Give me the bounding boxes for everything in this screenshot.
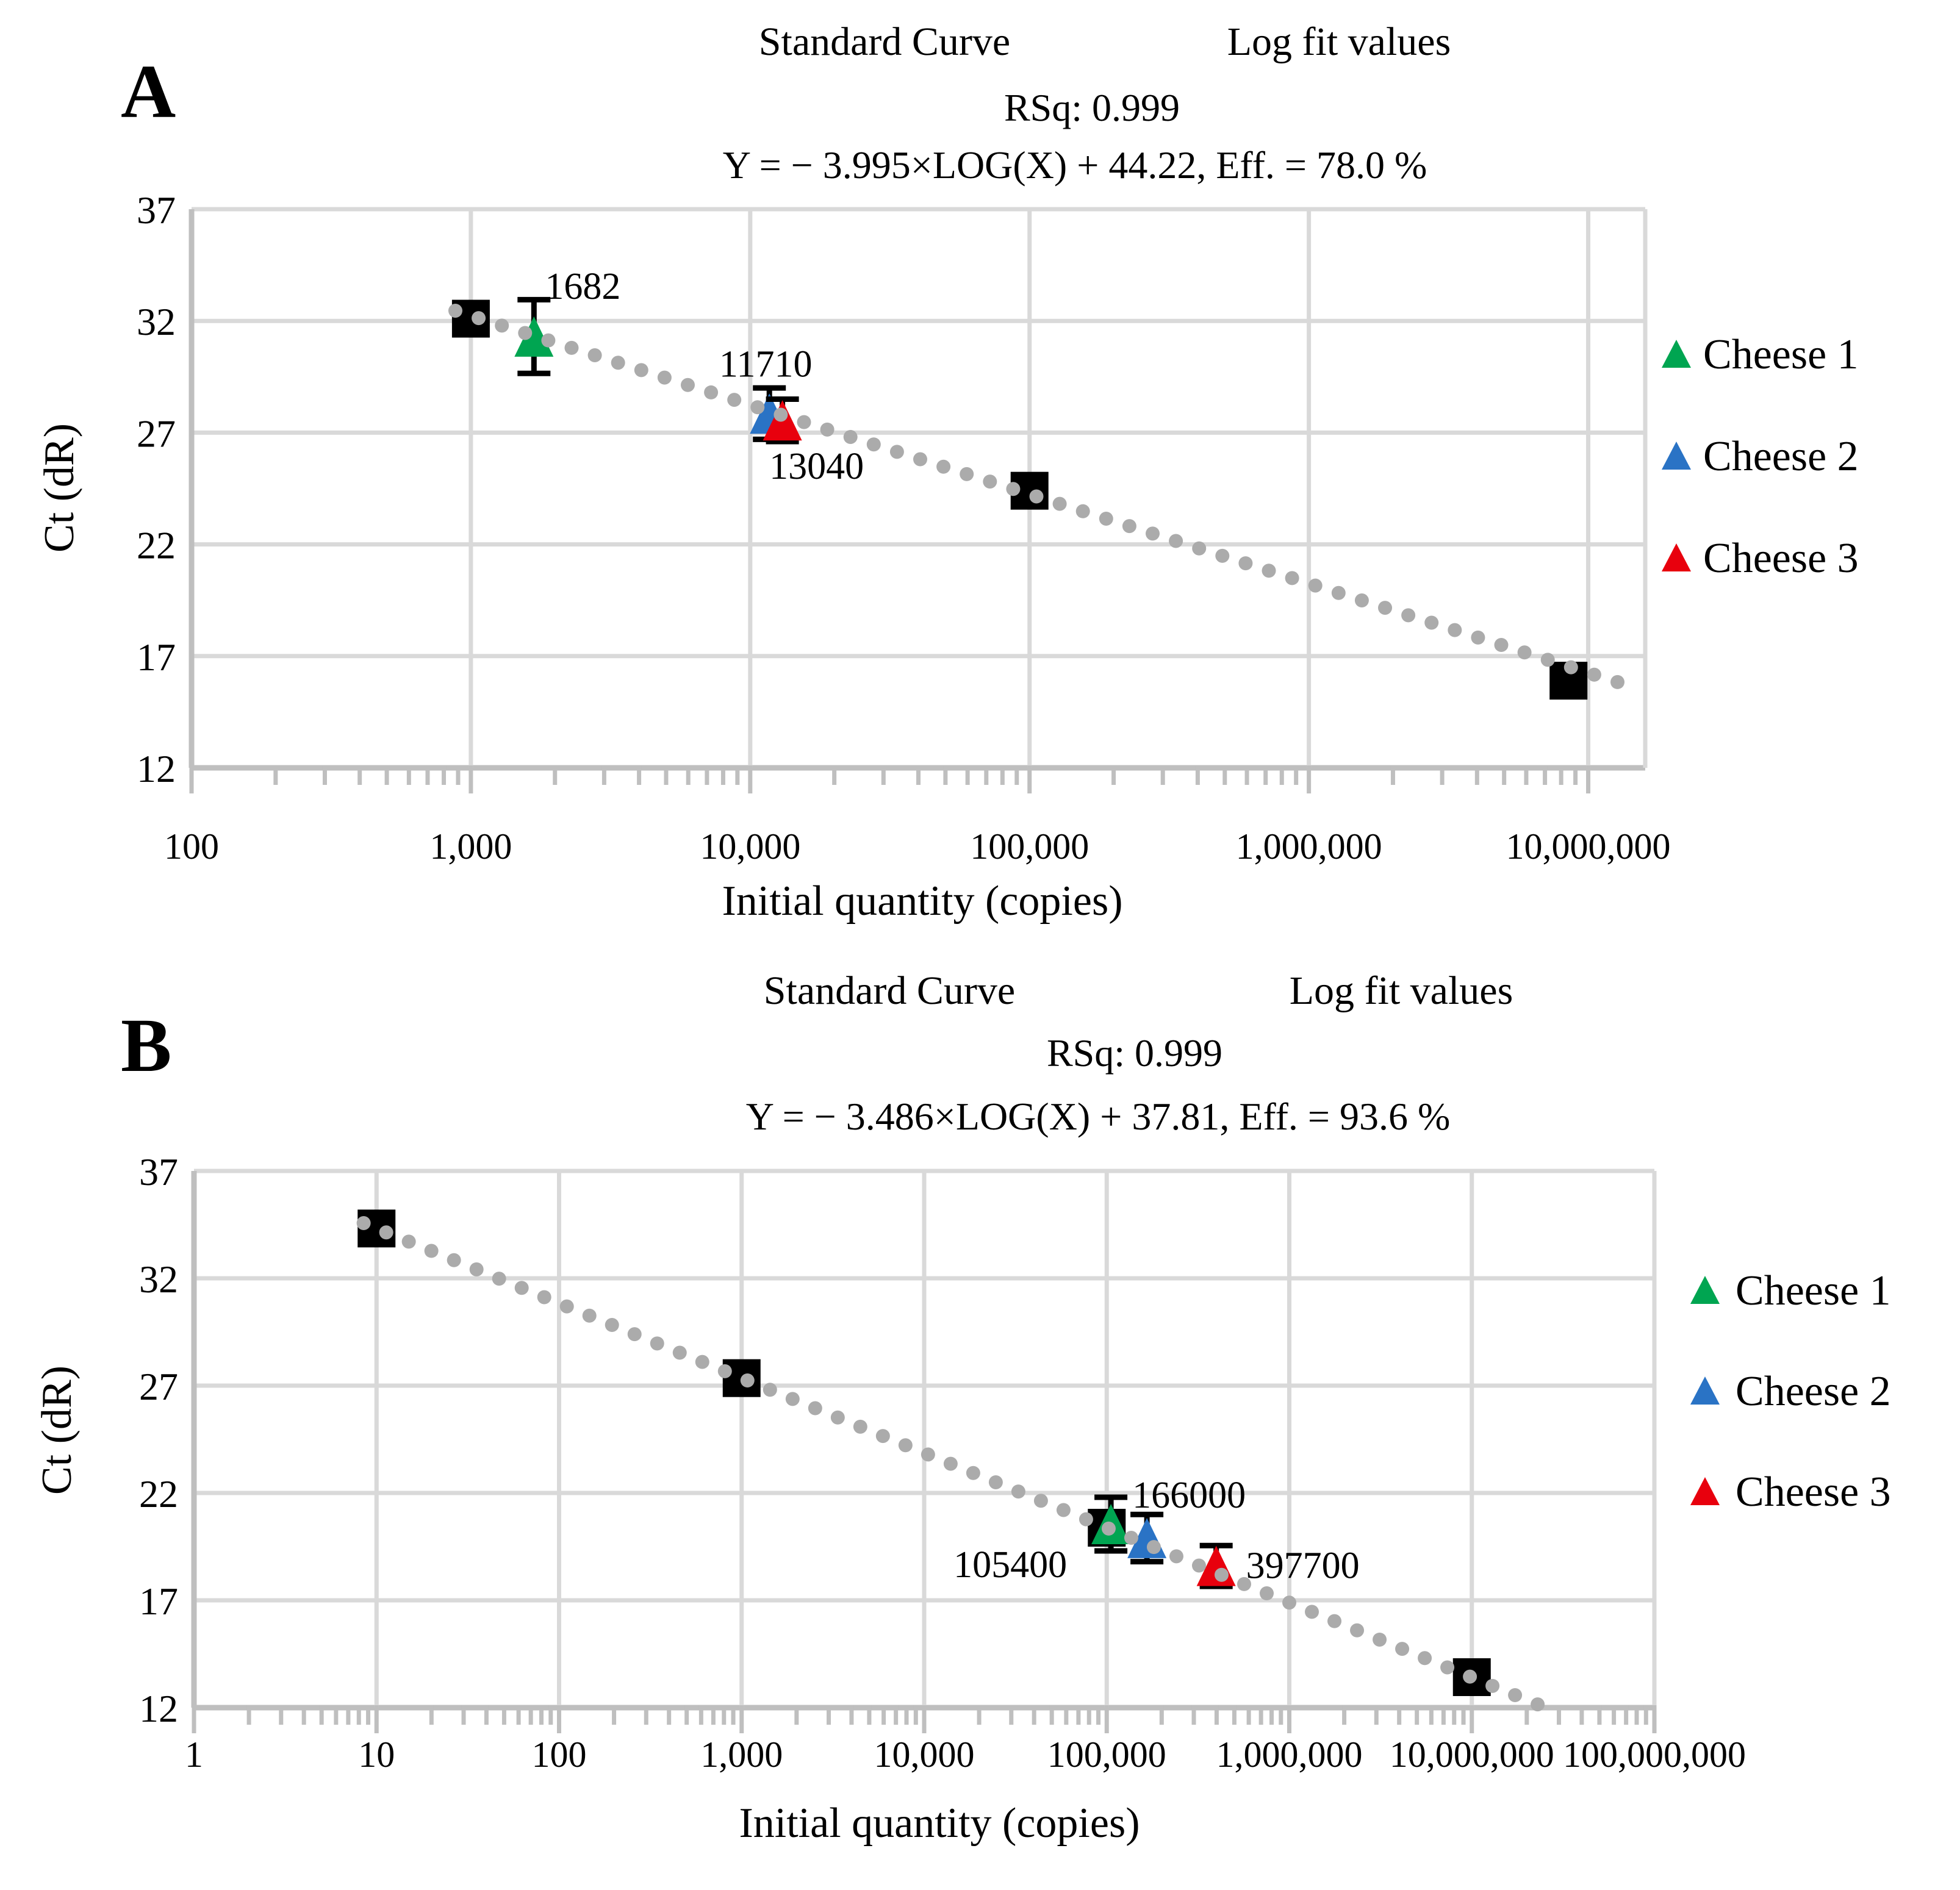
legend-item-label: Cheese 2 (1736, 1368, 1891, 1415)
y-axis-title: Ct (dR) (36, 423, 83, 553)
y-tick-label: 12 (139, 1687, 178, 1730)
x-tick-label: 100,000,000 (1563, 1734, 1746, 1775)
rsq-text: RSq: 0.999 (1004, 86, 1180, 129)
legend-swatch-cheese-3 (1690, 1477, 1720, 1505)
x-axis-title: Initial quantity (copies) (739, 1800, 1140, 1847)
sample-value-label: 397700 (1246, 1545, 1360, 1587)
legend-item-label: Cheese 3 (1736, 1469, 1891, 1516)
x-tick-label: 1,000,000 (1236, 826, 1382, 867)
chart-panel-a: 37 32 27 22 17 12 100 1,000 10,000 100,000 1,000,0… (36, 20, 1859, 925)
sample-value-label: 11710 (719, 343, 813, 385)
legend-item-label: Cheese 2 (1703, 433, 1859, 480)
x-tick-label: 100 (532, 1734, 587, 1775)
x-tick-label: 10,000 (874, 1734, 975, 1775)
sample-value-label: 13040 (769, 446, 864, 487)
x-tick-label: 1,000,000 (1216, 1734, 1363, 1775)
legend-swatch-cheese-3 (1662, 543, 1691, 571)
sample-value-label: 1682 (545, 266, 620, 307)
chart-title-right: Log fit values (1290, 968, 1513, 1013)
x-tick-label: 10,000,000 (1506, 826, 1671, 867)
equation-text: Y = − 3.995×LOG(X) + 44.22, Eff. = 78.0 … (723, 143, 1427, 187)
x-tick-label: 100,000 (1047, 1734, 1166, 1775)
y-tick-label: 27 (139, 1365, 178, 1408)
y-tick-label: 32 (139, 1258, 178, 1301)
x-tick-label: 1 (185, 1734, 203, 1775)
x-tick-label: 10,000 (700, 826, 800, 867)
x-tick-label: 1,000 (429, 826, 512, 867)
x-tick-label: 10 (358, 1734, 395, 1775)
legend-item-label: Cheese 1 (1736, 1267, 1891, 1314)
x-axis-title: Initial quantity (copies) (722, 878, 1122, 925)
sample-value-label: 105400 (953, 1544, 1067, 1586)
chart-title: Standard Curve (764, 968, 1015, 1013)
x-tick-label: 1,000 (700, 1734, 783, 1775)
legend-swatch-cheese-1 (1690, 1276, 1720, 1304)
y-tick-label: 17 (139, 1580, 178, 1623)
rsq-text: RSq: 0.999 (1047, 1031, 1222, 1075)
legend-item-label: Cheese 1 (1703, 331, 1859, 378)
chart-title-right: Log fit values (1227, 20, 1451, 64)
y-axis-title: Ct (dR) (34, 1366, 81, 1495)
y-tick-label: 12 (137, 747, 176, 790)
equation-text: Y = − 3.486×LOG(X) + 37.81, Eff. = 93.6 … (746, 1095, 1451, 1138)
trendline-dotted (448, 303, 1632, 692)
panel-label: A (121, 50, 176, 134)
chart-panel-b: 37 32 27 22 17 121 10 100 1,000 10,000 100,000 1,00… (34, 968, 1891, 1847)
y-tick-label: 27 (137, 412, 176, 455)
y-tick-label: 32 (137, 300, 176, 343)
x-tick-label: 10,000,000 (1390, 1734, 1554, 1775)
y-tick-label: 22 (137, 524, 176, 567)
chart-title: Standard Curve (759, 20, 1010, 64)
y-tick-label: 37 (139, 1150, 178, 1194)
y-tick-label: 37 (137, 188, 176, 232)
y-tick-label: 17 (137, 635, 176, 679)
x-tick-label: 100 (164, 826, 219, 867)
y-tick-label: 22 (139, 1472, 178, 1516)
legend-swatch-cheese-2 (1662, 442, 1691, 470)
trendline-dotted (356, 1216, 1549, 1713)
sample-value-label: 166000 (1132, 1475, 1246, 1516)
sample-triangle-cheese-1 (514, 316, 554, 357)
legend-swatch-cheese-2 (1690, 1376, 1720, 1405)
panel-label: B (121, 1004, 171, 1088)
legend-swatch-cheese-1 (1662, 340, 1691, 368)
legend-item-label: Cheese 3 (1703, 535, 1859, 582)
x-tick-label: 100,000 (970, 826, 1089, 867)
